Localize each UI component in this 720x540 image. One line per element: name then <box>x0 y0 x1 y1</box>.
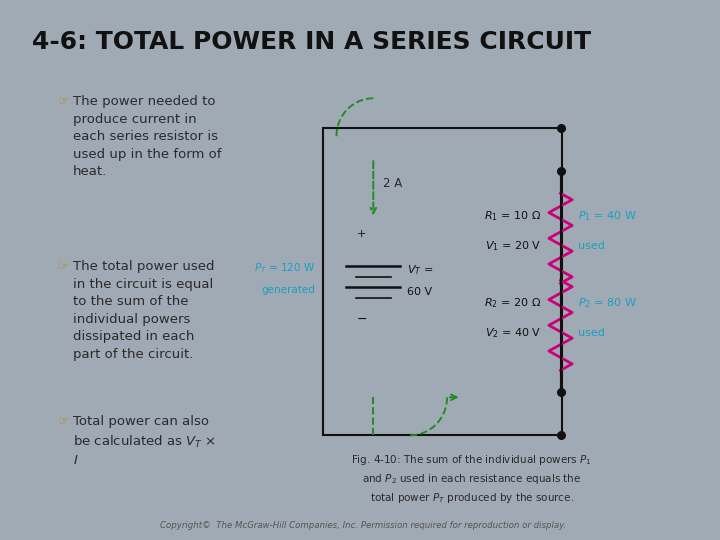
Text: $R_1$ = 10 Ω: $R_1$ = 10 Ω <box>484 210 541 223</box>
Text: 2 A: 2 A <box>383 177 402 190</box>
Text: 60 V: 60 V <box>408 287 433 297</box>
Text: $P_1$ = 40 W: $P_1$ = 40 W <box>578 210 636 223</box>
Text: −: − <box>356 313 367 326</box>
Text: The total power used
in the circuit is equal
to the sum of the
individual powers: The total power used in the circuit is e… <box>73 260 214 361</box>
Text: The power needed to
produce current in
each series resistor is
used up in the fo: The power needed to produce current in e… <box>73 95 221 178</box>
Text: $P_2$ = 80 W: $P_2$ = 80 W <box>578 296 636 310</box>
Text: Fig. 4-10: The sum of the individual powers $P_1$
and $P_2$ used in each resista: Fig. 4-10: The sum of the individual pow… <box>351 453 592 505</box>
Bar <box>323 129 562 435</box>
Text: +: + <box>357 229 366 239</box>
Text: $P_T$ = 120 W: $P_T$ = 120 W <box>253 261 315 275</box>
Text: ☞: ☞ <box>58 95 69 109</box>
Text: Total power can also
be calculated as $V_T$ ×
$I$: Total power can also be calculated as $V… <box>73 415 216 467</box>
Text: used: used <box>578 328 605 338</box>
Text: 4-6: TOTAL POWER IN A SERIES CIRCUIT: 4-6: TOTAL POWER IN A SERIES CIRCUIT <box>32 30 591 54</box>
Text: generated: generated <box>261 285 315 295</box>
Text: used: used <box>578 241 605 251</box>
Text: Copyright©  The McGraw-Hill Companies, Inc. Permission required for reproduction: Copyright© The McGraw-Hill Companies, In… <box>161 521 567 530</box>
Text: ☞: ☞ <box>58 415 69 428</box>
Text: ☞: ☞ <box>58 260 69 273</box>
Text: $R_2$ = 20 Ω: $R_2$ = 20 Ω <box>484 296 541 310</box>
Text: $V_T$ =: $V_T$ = <box>408 263 433 276</box>
Text: $V_1$ = 20 V: $V_1$ = 20 V <box>485 239 541 253</box>
Text: $V_2$ = 40 V: $V_2$ = 40 V <box>485 326 541 340</box>
